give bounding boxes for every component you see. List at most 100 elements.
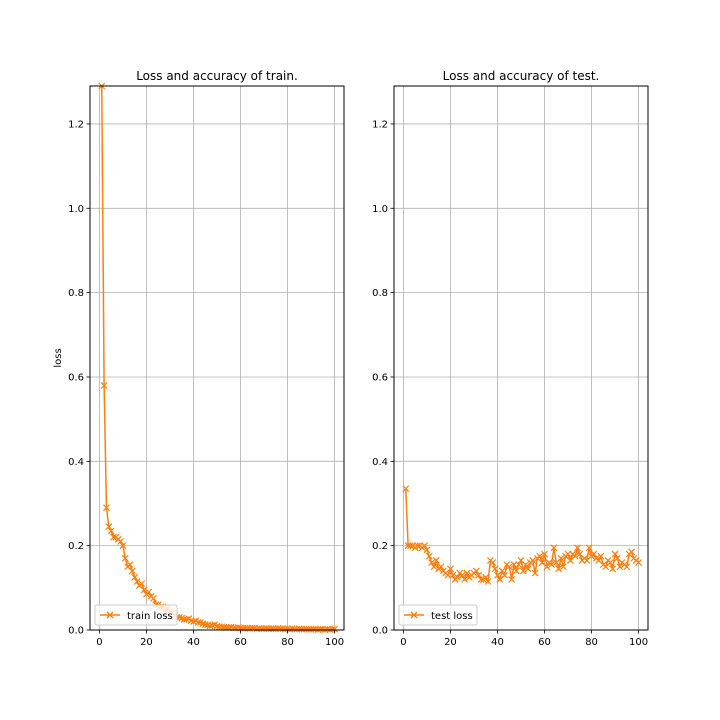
test-y-tick-label: 1.2 bbox=[372, 119, 388, 130]
test-data-point bbox=[550, 544, 558, 552]
train-loss-panel: 0 20 40 60 80 100 0.0 0.2 0.4 0.6 0.8 1.0 1.2 Loss a… bbox=[53, 69, 345, 648]
train-data-point bbox=[126, 561, 134, 569]
test-data-point bbox=[421, 542, 428, 550]
test-data-point bbox=[609, 565, 617, 573]
test-data-point bbox=[559, 563, 567, 571]
train-data-point bbox=[128, 567, 136, 575]
train-x-tick-label: 0 bbox=[96, 637, 102, 648]
test-ticks: 0 20 40 60 80 100 0.0 0.2 0.4 0.6 0.8 1.0 1.2 bbox=[372, 119, 648, 648]
test-y-tick-label: 0.2 bbox=[372, 541, 388, 552]
train-data-point bbox=[121, 554, 129, 562]
train-data-point bbox=[110, 533, 117, 541]
test-chart-title: Loss and accuracy of test. bbox=[443, 69, 600, 83]
test-data-point bbox=[425, 552, 433, 560]
test-x-tick-label: 0 bbox=[400, 637, 406, 648]
train-data-point bbox=[107, 527, 115, 535]
train-x-tick-label: 80 bbox=[281, 637, 294, 648]
test-data-point bbox=[423, 546, 431, 554]
test-y-tick-label: 0.0 bbox=[372, 626, 388, 637]
train-data-point bbox=[331, 625, 339, 633]
test-data-point bbox=[623, 563, 631, 571]
test-data-point bbox=[501, 571, 508, 579]
test-data-point bbox=[571, 552, 579, 560]
test-data-point bbox=[463, 569, 471, 577]
test-x-tick-label: 40 bbox=[491, 637, 504, 648]
train-legend-marker bbox=[106, 611, 114, 619]
train-legend: train loss bbox=[94, 604, 178, 626]
test-legend-marker bbox=[410, 611, 418, 619]
train-data-point bbox=[105, 523, 113, 531]
test-data-point bbox=[508, 575, 516, 583]
train-y-tick-label: 0.4 bbox=[68, 457, 84, 468]
test-x-tick-label: 20 bbox=[444, 637, 457, 648]
test-data-point bbox=[557, 554, 565, 562]
train-legend-label: train loss bbox=[127, 611, 173, 622]
test-x-tick-label: 80 bbox=[585, 637, 598, 648]
test-data-point bbox=[430, 563, 438, 571]
test-data-point bbox=[590, 550, 598, 558]
test-legend-label: test loss bbox=[431, 611, 473, 622]
test-data-point bbox=[522, 561, 530, 569]
test-data-point bbox=[585, 544, 593, 552]
train-data-point bbox=[138, 580, 146, 588]
test-y-tick-label: 0.8 bbox=[372, 288, 388, 299]
test-data-point bbox=[519, 567, 527, 575]
test-y-tick-label: 0.4 bbox=[372, 457, 388, 468]
test-data-point bbox=[541, 550, 548, 558]
test-data-point bbox=[484, 578, 492, 585]
test-data-point bbox=[543, 563, 551, 571]
train-y-tick-label: 0.6 bbox=[68, 372, 84, 383]
train-data-point bbox=[131, 573, 139, 581]
test-data-point bbox=[574, 544, 581, 552]
test-y-tick-label: 0.6 bbox=[372, 372, 388, 383]
train-y-tick-label: 1.0 bbox=[68, 204, 84, 215]
train-plot-area bbox=[90, 86, 344, 630]
test-data-point bbox=[524, 565, 532, 573]
train-x-tick-label: 60 bbox=[234, 637, 247, 648]
test-legend: test loss bbox=[398, 604, 478, 626]
test-data-point bbox=[635, 559, 643, 566]
test-data-point bbox=[449, 571, 457, 579]
train-data-point bbox=[117, 538, 124, 545]
test-data-point bbox=[529, 556, 537, 564]
train-legend-box bbox=[94, 604, 178, 626]
test-data-point bbox=[477, 575, 485, 583]
test-data-point bbox=[491, 565, 499, 573]
test-data-point bbox=[437, 563, 445, 571]
test-x-tick-label: 60 bbox=[538, 637, 551, 648]
train-y-tick-label: 0.8 bbox=[68, 288, 84, 299]
test-data-point bbox=[482, 573, 490, 581]
test-data-point bbox=[428, 559, 436, 566]
test-data-point bbox=[555, 565, 563, 573]
test-data-point bbox=[531, 569, 539, 577]
test-data-point bbox=[616, 563, 624, 571]
test-plot-area bbox=[394, 86, 648, 630]
test-data-point bbox=[447, 565, 454, 573]
train-data-point bbox=[119, 542, 127, 550]
train-data-point bbox=[133, 578, 141, 585]
test-data-point bbox=[512, 567, 520, 575]
test-data-point bbox=[606, 559, 614, 566]
test-data-point bbox=[536, 552, 544, 560]
test-data-point bbox=[432, 556, 440, 564]
train-y-tick-label: 0.2 bbox=[68, 541, 84, 552]
test-series bbox=[402, 485, 643, 585]
train-x-tick-label: 40 bbox=[187, 637, 200, 648]
test-data-point bbox=[611, 550, 619, 558]
train-data-point bbox=[103, 504, 110, 512]
test-data-point bbox=[489, 559, 497, 566]
test-data-point bbox=[597, 552, 605, 560]
train-axes-frame bbox=[89, 85, 345, 631]
train-x-tick-label: 20 bbox=[140, 637, 153, 648]
test-axes-frame bbox=[393, 85, 649, 631]
test-data-point bbox=[472, 567, 480, 575]
train-ticks: 0 20 40 60 80 100 0.0 0.2 0.4 0.6 0.8 1.0 1.2 bbox=[68, 119, 344, 648]
test-data-point bbox=[498, 567, 506, 575]
test-data-point bbox=[454, 573, 461, 581]
test-loss-panel: 0 20 40 60 80 100 0.0 0.2 0.4 0.6 0.8 1.0 1.2 Loss a… bbox=[372, 69, 649, 648]
train-data-point bbox=[150, 594, 157, 602]
test-data-point bbox=[414, 542, 421, 550]
test-data-point bbox=[461, 575, 468, 583]
test-data-point bbox=[458, 571, 466, 579]
